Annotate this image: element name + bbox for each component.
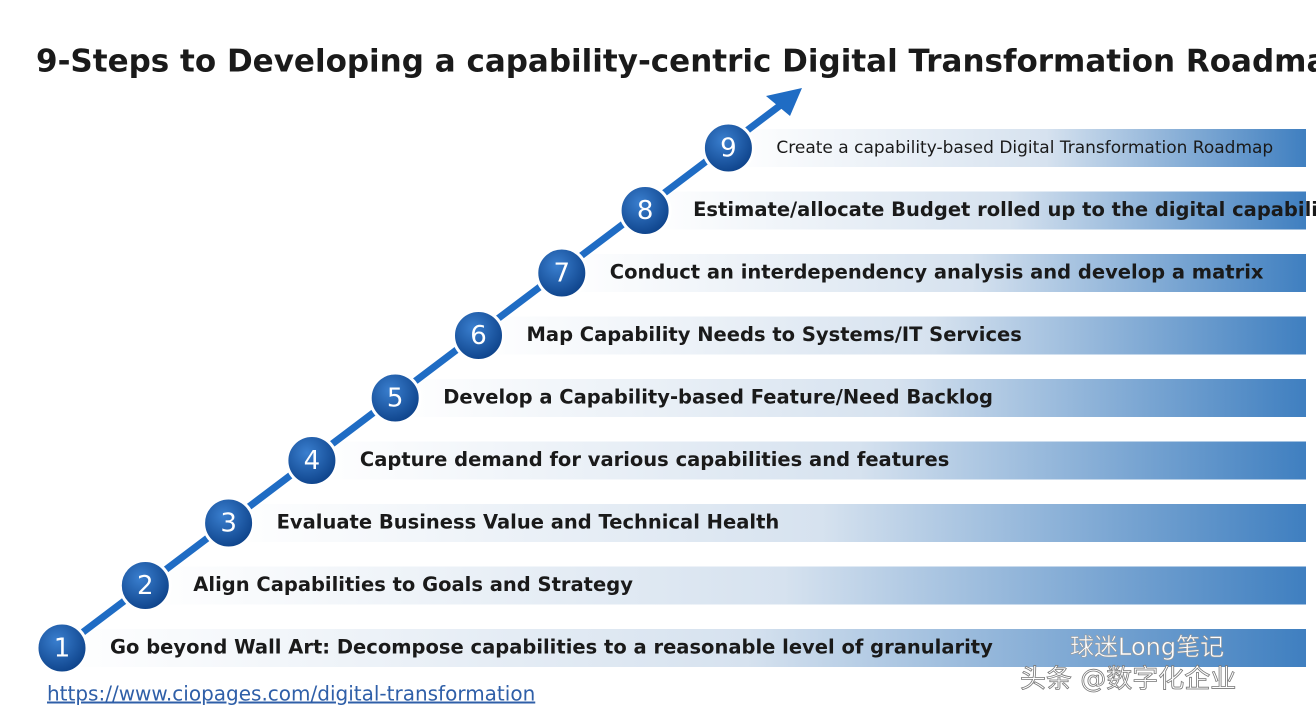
step-circle bbox=[202, 496, 256, 550]
step-number: 2 bbox=[137, 571, 154, 601]
step-bar bbox=[728, 129, 1306, 167]
step-circle bbox=[285, 434, 339, 487]
step-circle bbox=[35, 621, 89, 675]
step-label: Capture demand for various capabilities … bbox=[360, 448, 949, 471]
step-circle bbox=[701, 121, 755, 175]
title: 9-Steps to Developing a capability-centr… bbox=[36, 44, 1316, 80]
step-number: 3 bbox=[220, 509, 237, 539]
step-number: 8 bbox=[637, 196, 654, 226]
step-bar bbox=[478, 316, 1306, 355]
step-bar bbox=[561, 254, 1306, 292]
step-number: 4 bbox=[304, 446, 321, 476]
step-label: Align Capabilities to Goals and Strategy bbox=[193, 573, 633, 596]
arrow-shaft bbox=[58, 94, 794, 652]
step-bar bbox=[311, 441, 1306, 480]
watermark: 球迷Long笔记 bbox=[1070, 633, 1224, 661]
step-label: Develop a Capability-based Feature/Need … bbox=[443, 386, 993, 409]
step-number: 7 bbox=[554, 259, 571, 289]
step-bar bbox=[395, 379, 1306, 417]
step-label: Create a capability-based Digital Transf… bbox=[776, 138, 1273, 158]
step-number: 6 bbox=[470, 321, 487, 351]
step-bar bbox=[228, 504, 1307, 542]
step-label: Map Capability Needs to Systems/IT Servi… bbox=[527, 323, 1022, 346]
step-circle bbox=[452, 309, 505, 362]
arrow-head bbox=[766, 88, 802, 116]
rows: 1 Go beyond Wall Art: Decompose capabilit… bbox=[35, 121, 1316, 675]
step-circle bbox=[618, 184, 672, 237]
source-url[interactable]: https://www.ciopages.com/digital-transfo… bbox=[47, 682, 535, 706]
bars bbox=[62, 129, 1307, 667]
step-label: Go beyond Wall Art: Decompose capabiliti… bbox=[110, 636, 993, 659]
step-label: Conduct an interdependency analysis and … bbox=[610, 261, 1264, 284]
step-label: Evaluate Business Value and Technical He… bbox=[277, 511, 780, 534]
step-number: 1 bbox=[54, 634, 71, 664]
step-number: 5 bbox=[387, 384, 404, 414]
watermark: 头条 @数字化企业 bbox=[1020, 665, 1236, 695]
step-circle bbox=[368, 371, 422, 425]
step-bar bbox=[62, 629, 1306, 667]
step-number: 9 bbox=[720, 134, 737, 164]
step-circle bbox=[535, 246, 589, 300]
step-bar bbox=[145, 566, 1306, 605]
step-circle bbox=[118, 559, 172, 612]
step-label: Estimate/allocate Budget rolled up to th… bbox=[693, 198, 1316, 221]
step-bar bbox=[645, 191, 1306, 230]
